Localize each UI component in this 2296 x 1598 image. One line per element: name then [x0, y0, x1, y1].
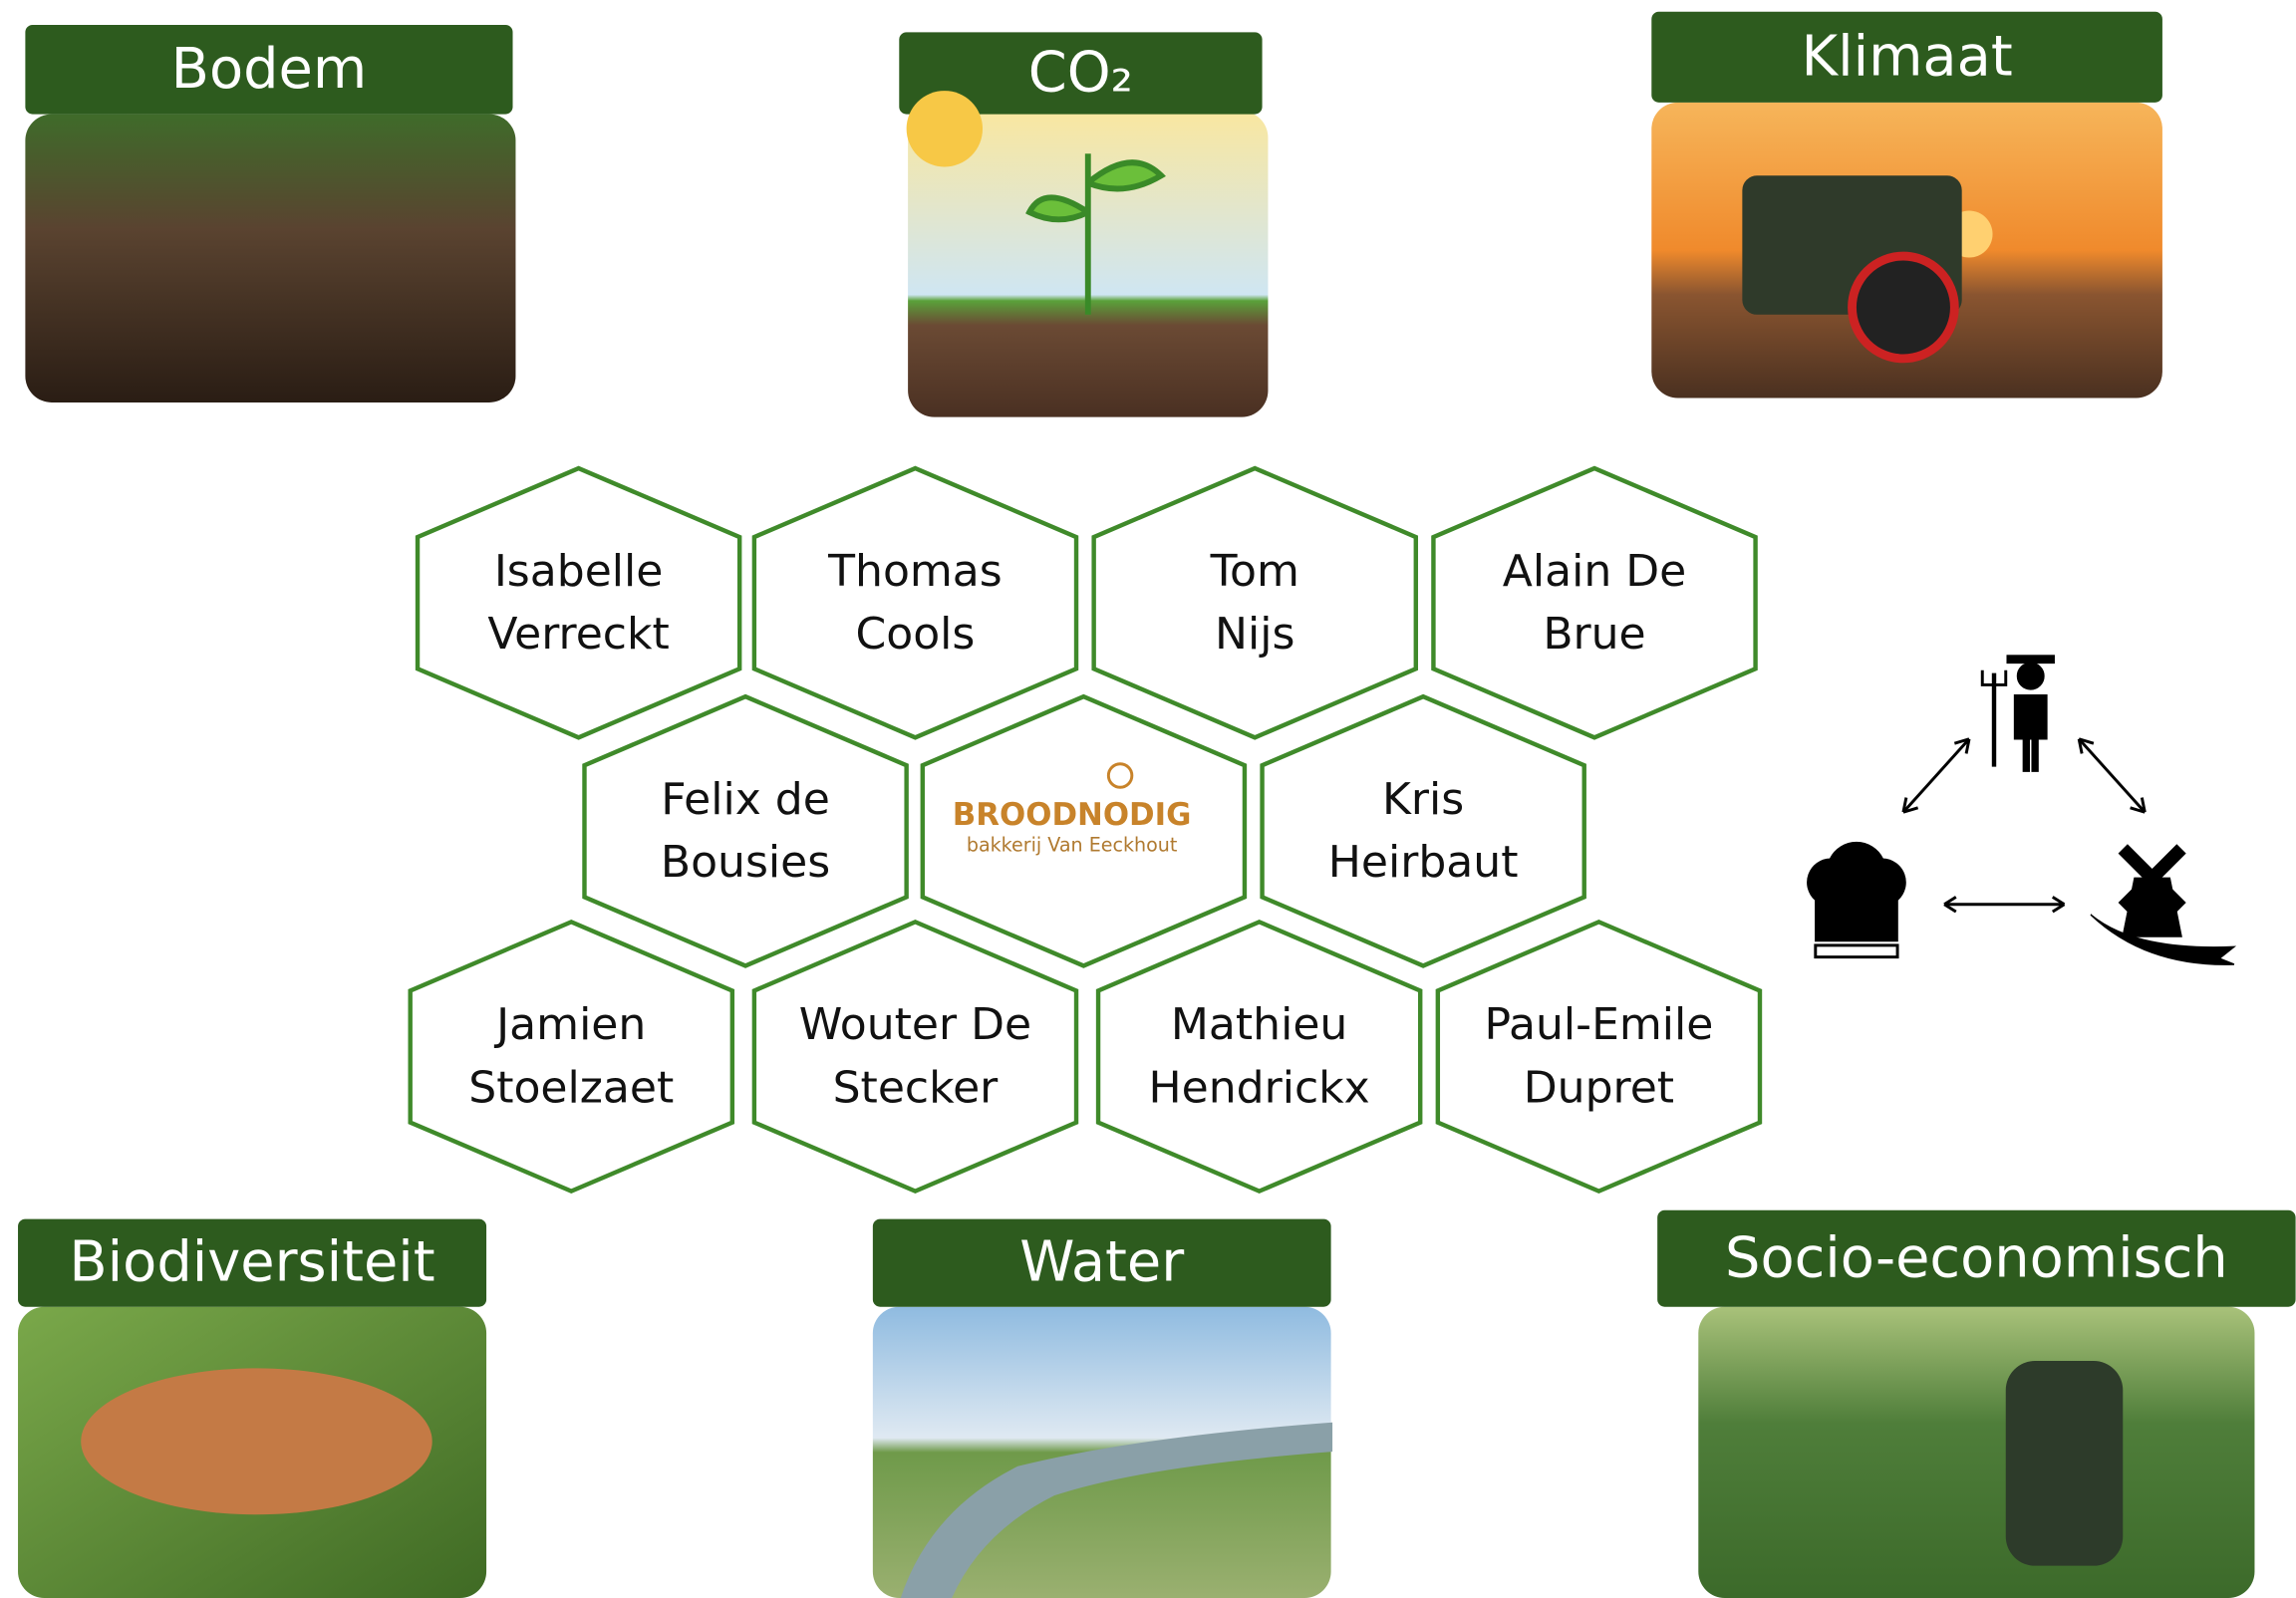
hexagon — [1094, 468, 1416, 737]
person-hexagon: Kris Heirbaut — [1263, 696, 1584, 965]
person-name: Alain De — [1503, 546, 1687, 597]
topic-card: CO₂ — [899, 32, 1268, 416]
logo-subtitle: bakkerij Van Eeckhout — [967, 834, 1178, 857]
topic-title: Klimaat — [1801, 24, 2012, 89]
person-name: Jamien — [493, 999, 646, 1050]
topic-title: Biodiversiteit — [69, 1230, 434, 1295]
person-name: Brue — [1543, 609, 1645, 660]
topic-card: Socio-economisch — [1657, 1210, 2295, 1598]
co2-sun — [907, 91, 983, 166]
person-hexagon: Felix de Bousies — [584, 696, 906, 965]
person-hexagon: Thomas Cools — [754, 468, 1076, 737]
logo-name: BROODNODIG — [953, 797, 1192, 833]
arrow — [2079, 739, 2145, 812]
arrow — [1903, 739, 1969, 812]
person-name: Stecker — [833, 1062, 1000, 1113]
person-name: Heirbaut — [1328, 837, 1519, 888]
moth — [81, 1368, 432, 1514]
topic-title: CO₂ — [1028, 41, 1133, 106]
farmer-body — [2015, 695, 2047, 771]
person-name: Felix de — [661, 774, 830, 825]
mill-body — [2123, 878, 2181, 936]
topic-title: Water — [1019, 1230, 1184, 1295]
person-hexagon: Mathieu Hendrickx — [1098, 922, 1420, 1191]
hexagon — [418, 468, 739, 737]
hexagon — [754, 922, 1076, 1191]
hexagon — [1263, 696, 1584, 965]
person-name: Verreckt — [487, 609, 669, 660]
person-name: Nijs — [1215, 609, 1294, 660]
farmer-hat — [2007, 656, 2054, 663]
people-hexagons: Isabelle Verreckt Thomas Cools Tom Nijs Alain … — [411, 468, 1760, 1192]
hexagon — [754, 468, 1076, 737]
wheel — [1853, 256, 1955, 359]
person-name: Stoelzaet — [468, 1062, 674, 1113]
chef-hat-band — [1816, 945, 1897, 957]
person-hexagon: Isabelle Verreckt — [418, 468, 739, 737]
hexagon — [411, 922, 732, 1191]
person-name: Thomas — [827, 546, 1003, 597]
person-hexagon: Jamien Stoelzaet — [411, 922, 732, 1191]
topic-image — [1698, 1307, 2254, 1598]
person-name: Mathieu — [1171, 999, 1347, 1050]
person-name: Hendrickx — [1149, 1062, 1370, 1113]
person-name: Paul-Emile — [1484, 999, 1713, 1050]
person-name: Kris — [1382, 774, 1464, 825]
person-name: Cools — [856, 609, 976, 660]
person-hexagon: Alain De Brue — [1433, 468, 1755, 737]
value-chain-icon — [1808, 656, 2234, 964]
topic-title: Bodem — [171, 37, 368, 102]
topic-image — [25, 115, 515, 402]
hexagon — [584, 696, 906, 965]
hexagon — [1438, 922, 1760, 1191]
person-name: Dupret — [1524, 1062, 1674, 1113]
hexagon — [1433, 468, 1755, 737]
person-name: Isabelle — [494, 546, 664, 597]
chef-hat — [1808, 843, 1905, 941]
person-name: Tom — [1210, 546, 1299, 597]
topic-title: Socio-economisch — [1725, 1225, 2228, 1290]
person-hexagon: Tom Nijs — [1094, 468, 1416, 737]
person-name: Bousies — [661, 837, 830, 888]
person-name: Wouter De — [799, 999, 1031, 1050]
slide: Bodem CO₂ Klimaat Biodiversiteit Water Socio-… — [0, 0, 2296, 1598]
hexagon — [1098, 922, 1420, 1191]
topic-card: Bodem — [25, 25, 515, 402]
person-hexagon: Paul-Emile Dupret — [1438, 922, 1760, 1191]
farmer-head — [2018, 663, 2044, 688]
person-hexagon: Wouter De Stecker — [754, 922, 1076, 1191]
person — [2006, 1361, 2124, 1566]
